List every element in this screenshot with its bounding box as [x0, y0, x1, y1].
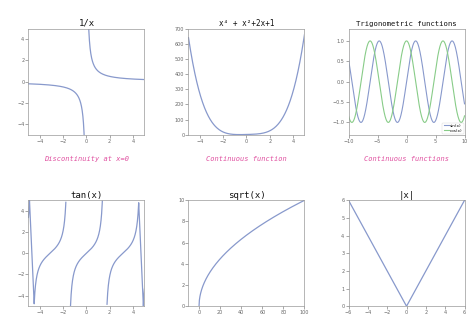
sin(x)	[462, 102, 467, 106]
cos(x)	[385, 121, 391, 124]
Title: sqrt(x): sqrt(x)	[228, 190, 265, 200]
Title: 1/x: 1/x	[78, 19, 94, 28]
Text: Discontinuity at x=0: Discontinuity at x=0	[44, 156, 129, 162]
Text: Continuous function: Continuous function	[206, 156, 287, 162]
Title: |x|: |x|	[399, 190, 415, 200]
sin(x)	[431, 121, 437, 124]
cos(x)	[346, 114, 351, 118]
Text: Continuous functions: Continuous functions	[364, 156, 449, 162]
cos(x)	[446, 57, 452, 61]
Title: tan(x): tan(x)	[70, 190, 102, 200]
Title: x⁴ + x²+2x+1: x⁴ + x²+2x+1	[219, 19, 274, 28]
sin(x)	[434, 115, 440, 119]
sin(x)	[416, 46, 422, 50]
cos(x)	[434, 60, 440, 64]
cos(x)	[416, 103, 422, 107]
cos(x)	[413, 84, 419, 87]
cos(x)	[353, 112, 358, 116]
cos(x)	[420, 118, 426, 122]
sin(x)	[353, 104, 358, 108]
sin(x)	[413, 39, 419, 43]
sin(x)	[419, 65, 425, 69]
cos(x)	[462, 114, 467, 118]
sin(x)	[446, 46, 452, 49]
cos(x)	[367, 39, 373, 43]
sin(x)	[346, 58, 351, 62]
Line: sin(x): sin(x)	[348, 41, 465, 122]
sin(x)	[376, 39, 382, 43]
Line: cos(x): cos(x)	[348, 41, 465, 122]
Title: Trigonometric functions: Trigonometric functions	[356, 21, 457, 27]
Legend: sin(x), cos(x): sin(x), cos(x)	[442, 123, 464, 134]
